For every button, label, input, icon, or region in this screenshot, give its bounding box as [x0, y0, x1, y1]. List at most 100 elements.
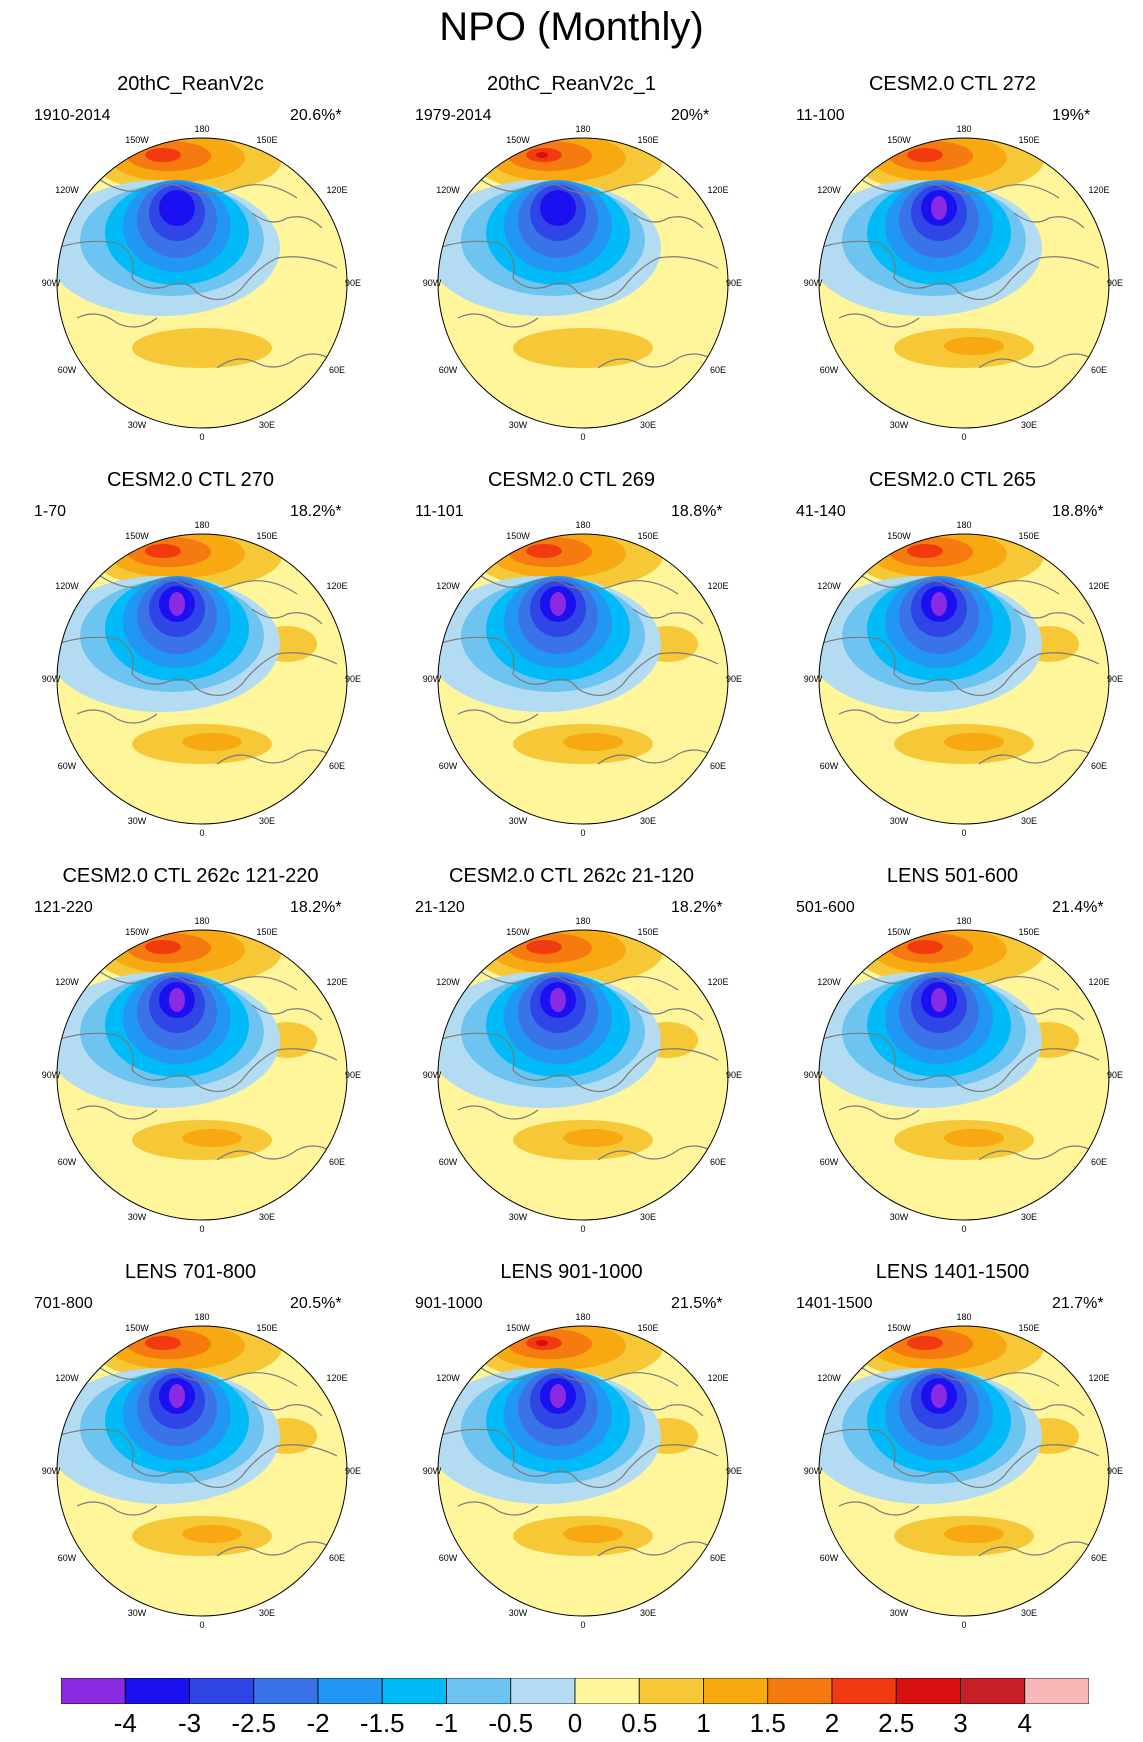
panel-title: CESM2.0 CTL 270 — [106, 469, 275, 491]
lon-label-upper_right_2: 120E — [326, 1373, 347, 1383]
lon-label-lower_left_2: 30W — [890, 420, 909, 430]
lon-label-lower_right_1: 60E — [329, 1157, 345, 1167]
lon-label-upper_right_1: 150E — [256, 927, 277, 937]
positive-anomaly-atlantic — [132, 328, 272, 368]
colorbar-swatch — [61, 1678, 126, 1704]
panel-period: 501-600 — [796, 899, 855, 916]
lon-label-lower_right_2: 30E — [1021, 1608, 1037, 1618]
map-boundary — [818, 533, 1110, 825]
coastline-0 — [57, 636, 338, 696]
coastline-2 — [216, 353, 338, 369]
lon-label-lower_left_2: 30W — [509, 1608, 528, 1618]
lon-label-upper_left_2: 120W — [817, 977, 841, 987]
lon-label-upper_left_2: 120W — [55, 1373, 79, 1383]
coastline-3 — [838, 1105, 920, 1120]
polar-map: 180 150W 150E 120W 120E 90W 90E 60W 60E 30W 30E 0 — [42, 124, 361, 442]
polar-map: 180 150W 150E 120W 120E 90W 90E 60W 60E 30W 30E 0 — [423, 124, 742, 442]
coastline-2 — [216, 1541, 338, 1557]
lon-label-lower_left_1: 60W — [439, 761, 458, 771]
coastline-3 — [457, 1501, 539, 1516]
lon-label-lower_left_1: 60W — [820, 365, 839, 375]
lon-label-top: 180 — [575, 520, 590, 530]
colorbar-tick-label: 1.5 — [749, 1708, 786, 1738]
coastline-3 — [76, 1501, 158, 1516]
panel-period: 701-800 — [34, 1295, 93, 1312]
colorbar-tick-label: -4 — [113, 1708, 137, 1738]
coastline-0 — [438, 1032, 719, 1092]
lon-label-upper_right_2: 120E — [1088, 977, 1109, 987]
coastline-1 — [96, 177, 298, 199]
lon-label-left: 90W — [804, 1070, 823, 1080]
panel-variance: 18.2%* — [290, 899, 342, 916]
lon-label-upper_right_2: 120E — [707, 185, 728, 195]
polar-map: 180 150W 150E 120W 120E 90W 90E 60W 60E 30W 30E 0 — [423, 1312, 742, 1630]
lon-label-lower_left_1: 60W — [58, 365, 77, 375]
panel-variance: 21.7%* — [1052, 1295, 1104, 1312]
map-panel: LENS 501-600 501-600 21.4%* 180 150W 150E 120W… — [762, 792, 1143, 1234]
lon-label-upper_left_1: 150W — [506, 135, 530, 145]
coastline-3 — [838, 1501, 920, 1516]
panel-period: 11-100 — [796, 107, 845, 124]
panel-title: LENS 701-800 — [124, 1261, 257, 1283]
lon-label-lower_left_2: 30W — [128, 420, 147, 430]
colorbar-swatch — [574, 1678, 640, 1704]
colorbar-tick-label: -1 — [434, 1708, 459, 1738]
lon-label-upper_right_2: 120E — [326, 581, 347, 591]
coastline-3 — [457, 709, 539, 724]
lon-label-right: 90E — [726, 1070, 742, 1080]
colorbar-swatch — [510, 1678, 576, 1704]
panel-period: 11-101 — [415, 503, 464, 520]
coastline-4 — [251, 608, 323, 625]
panel-period: 1401-1500 — [796, 1295, 873, 1312]
polar-map: 180 150W 150E 120W 120E 90W 90E 60W 60E 30W 30E 0 — [804, 916, 1123, 1234]
panel-period: 901-1000 — [415, 1295, 483, 1312]
lon-label-top: 180 — [575, 916, 590, 926]
lon-label-lower_left_2: 30W — [509, 420, 528, 430]
lon-label-lower_right_2: 30E — [259, 420, 275, 430]
coastline-4 — [251, 212, 323, 229]
coastline-0 — [57, 1032, 338, 1092]
polar-map: 180 150W 150E 120W 120E 90W 90E 60W 60E 30W 30E 0 — [804, 520, 1123, 838]
colorbar-tick-label: 1 — [696, 1708, 711, 1738]
coastline-2 — [597, 1541, 719, 1557]
lon-label-upper_right_1: 150E — [256, 135, 277, 145]
coastline-2 — [597, 353, 719, 369]
panel-variance: 20.5%* — [290, 1295, 342, 1312]
lon-label-lower_left_1: 60W — [439, 1157, 458, 1167]
panel-variance: 20.6%* — [290, 107, 342, 124]
colorbar-swatch — [317, 1678, 383, 1704]
lon-label-upper_right_1: 150E — [1018, 1323, 1039, 1333]
coastline-4 — [1013, 212, 1085, 229]
colorbar-tick-label: 0 — [567, 1708, 583, 1738]
lon-label-upper_left_2: 120W — [436, 1373, 460, 1383]
coastline-1 — [96, 1365, 298, 1387]
map-panel: LENS 701-800 701-800 20.5%* 180 150W 150E 120W… — [0, 1188, 381, 1630]
coastline-2 — [978, 749, 1100, 765]
colorbar-tick-label: 3 — [953, 1708, 968, 1738]
coastline-4 — [251, 1400, 323, 1417]
colorbar-swatch — [703, 1678, 769, 1704]
coastline-1 — [96, 573, 298, 595]
panel-period: 1910-2014 — [34, 107, 111, 124]
lon-label-top: 180 — [194, 520, 209, 530]
lon-label-upper_right_2: 120E — [707, 581, 728, 591]
colorbar-swatch — [831, 1678, 897, 1704]
panel-title: CESM2.0 CTL 269 — [487, 469, 656, 491]
polar-map: 180 150W 150E 120W 120E 90W 90E 60W 60E 30W 30E 0 — [42, 1312, 361, 1630]
lon-label-upper_right_2: 120E — [1088, 1373, 1109, 1383]
coastline-0 — [438, 636, 719, 696]
lon-label-upper_right_2: 120E — [707, 977, 728, 987]
lon-label-left: 90W — [42, 1070, 61, 1080]
polar-map: 180 150W 150E 120W 120E 90W 90E 60W 60E 30W 30E 0 — [42, 916, 361, 1234]
panel-variance: 20%* — [671, 107, 710, 124]
lon-label-upper_left_2: 120W — [55, 581, 79, 591]
lon-label-upper_right_1: 150E — [637, 927, 658, 937]
panel-period: 121-220 — [34, 899, 93, 916]
lon-label-left: 90W — [423, 1466, 442, 1476]
lon-label-left: 90W — [42, 1466, 61, 1476]
panel-title: CESM2.0 CTL 265 — [868, 469, 1037, 491]
map-boundary — [56, 137, 348, 429]
coastline-2 — [978, 353, 1100, 369]
lon-label-bottom: 0 — [580, 1620, 585, 1630]
lon-label-right: 90E — [726, 1466, 742, 1476]
